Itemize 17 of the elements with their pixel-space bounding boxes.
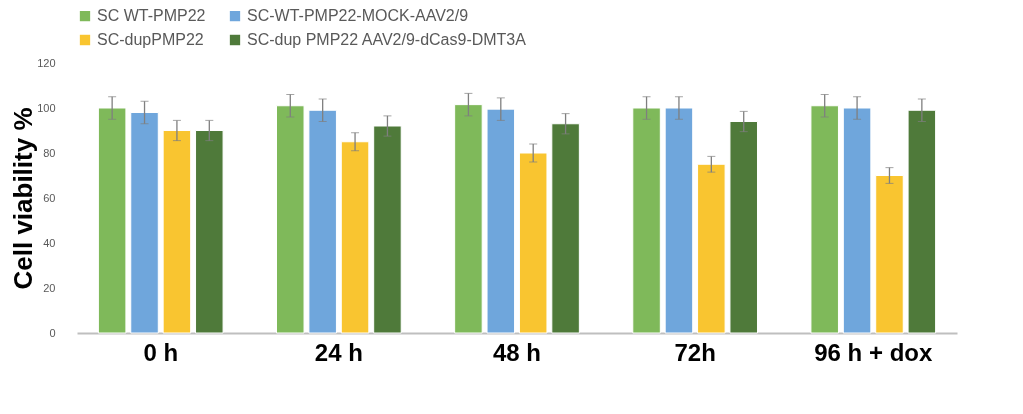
y-tick-label: 40 xyxy=(43,236,56,249)
y-tick-label: 100 xyxy=(37,101,56,114)
y-tick-label: 120 xyxy=(37,56,56,69)
legend-label: SC-dup PMP22 AAV2/9-dCas9-DMT3A xyxy=(247,31,527,48)
y-tick-label: 80 xyxy=(43,146,56,159)
x-tick-label: 96 h + dox xyxy=(814,338,933,366)
x-tick-label: 24 h xyxy=(314,338,363,366)
y-tick-label: 20 xyxy=(43,281,56,294)
legend-label: SC-WT-PMP22-MOCK-AAV2/9 xyxy=(247,7,469,25)
y-tick-label: 0 xyxy=(49,326,56,339)
y-axis-title: Cell viability % xyxy=(8,107,39,290)
legend-label: SC-dupPMP22 xyxy=(97,31,204,48)
x-tick-label: 72h xyxy=(674,338,716,366)
x-tick-label: 48 h xyxy=(492,338,542,366)
legend-label: SC WT-PMP22 xyxy=(97,7,206,25)
y-tick-label: 60 xyxy=(43,191,56,204)
x-tick-label: 0 h xyxy=(143,338,179,366)
